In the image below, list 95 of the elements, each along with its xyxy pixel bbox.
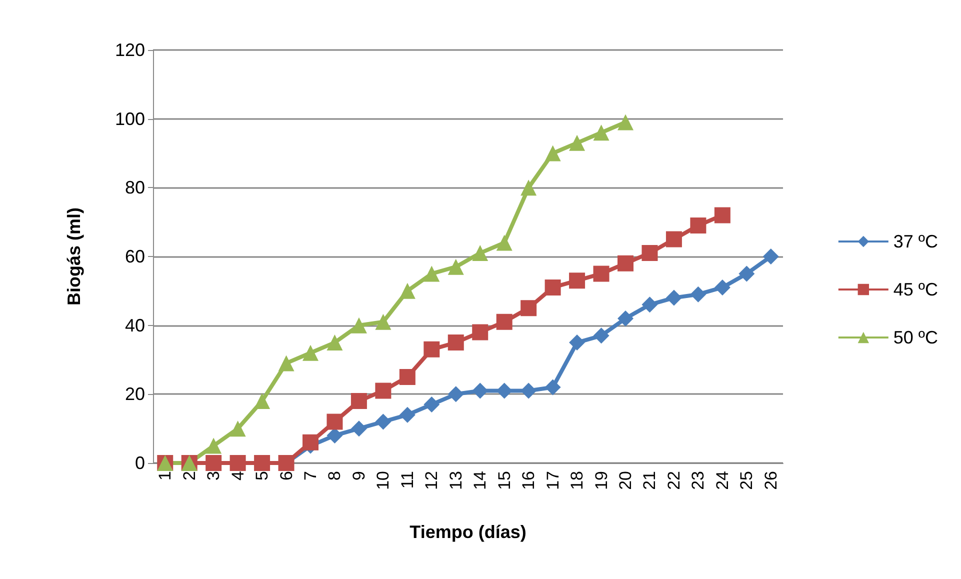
point bbox=[375, 414, 392, 430]
x-tick-label: 26 bbox=[761, 471, 780, 490]
y-tick-label: 100 bbox=[114, 108, 145, 129]
x-tick-label: 8 bbox=[325, 471, 344, 480]
point bbox=[399, 368, 416, 385]
x-tick-label: 3 bbox=[204, 471, 224, 480]
point bbox=[278, 355, 294, 372]
x-tick-label: 24 bbox=[712, 471, 732, 490]
x-tick-label: 20 bbox=[616, 471, 635, 490]
x-tick-label: 15 bbox=[494, 471, 514, 490]
point bbox=[666, 231, 682, 248]
y-axis-title: Biogás (ml) bbox=[64, 207, 84, 306]
legend-label: 45 ºC bbox=[893, 280, 938, 300]
x-axis-title: Tiempo (días) bbox=[410, 522, 526, 542]
point bbox=[618, 255, 634, 272]
x-tick-label: 10 bbox=[374, 471, 393, 490]
point bbox=[762, 248, 779, 264]
point bbox=[618, 114, 634, 130]
point bbox=[666, 290, 682, 306]
point bbox=[472, 324, 488, 340]
x-tick-label: 25 bbox=[737, 471, 756, 490]
x-tick-label: 13 bbox=[446, 471, 466, 490]
x-tick-label: 19 bbox=[592, 471, 611, 490]
point bbox=[448, 334, 464, 351]
point bbox=[569, 272, 586, 289]
point bbox=[375, 382, 392, 399]
point bbox=[472, 245, 488, 262]
y-tick-label: 60 bbox=[124, 246, 145, 266]
x-tick-label: 2 bbox=[180, 471, 199, 480]
point bbox=[618, 310, 634, 326]
point bbox=[206, 455, 222, 471]
x-tick-label: 22 bbox=[664, 471, 684, 490]
point bbox=[424, 266, 440, 282]
point bbox=[690, 286, 706, 302]
point bbox=[206, 438, 222, 454]
point bbox=[593, 124, 610, 141]
point bbox=[350, 420, 367, 437]
point bbox=[350, 393, 367, 410]
point bbox=[254, 393, 270, 410]
point bbox=[496, 382, 512, 399]
x-tick-label: 9 bbox=[349, 471, 368, 480]
point bbox=[569, 134, 586, 151]
point bbox=[569, 334, 586, 351]
point bbox=[326, 414, 343, 430]
legend-label: 37 ºC bbox=[893, 232, 938, 252]
x-tick-label: 21 bbox=[640, 471, 660, 490]
x-tick-label: 1 bbox=[156, 471, 175, 480]
point bbox=[593, 266, 610, 282]
point bbox=[520, 382, 537, 399]
x-tick-label: 17 bbox=[543, 471, 562, 490]
point bbox=[448, 386, 464, 402]
x-tick-label: 23 bbox=[688, 471, 708, 490]
point bbox=[326, 334, 343, 351]
y-tick-label: 120 bbox=[114, 40, 145, 60]
point bbox=[448, 258, 464, 275]
point bbox=[302, 344, 318, 361]
y-tick-label: 40 bbox=[124, 315, 145, 336]
point bbox=[714, 279, 730, 296]
y-tick-label: 80 bbox=[124, 178, 145, 198]
point bbox=[230, 455, 246, 471]
x-tick-label: 14 bbox=[470, 471, 490, 490]
y-tick-label: 0 bbox=[134, 453, 145, 473]
point bbox=[399, 282, 416, 299]
point bbox=[230, 420, 246, 437]
point bbox=[302, 434, 318, 450]
point bbox=[424, 341, 440, 358]
point bbox=[714, 207, 730, 224]
point bbox=[642, 296, 658, 313]
point bbox=[593, 328, 610, 344]
point bbox=[375, 314, 392, 330]
point bbox=[544, 145, 561, 162]
point bbox=[544, 279, 561, 296]
point bbox=[544, 379, 561, 396]
point bbox=[254, 455, 270, 471]
point bbox=[520, 300, 537, 316]
x-tick-label: 4 bbox=[228, 471, 248, 480]
point bbox=[520, 180, 537, 196]
point bbox=[424, 396, 440, 412]
x-tick-label: 11 bbox=[398, 471, 417, 489]
y-tick-label: 20 bbox=[124, 384, 145, 404]
point bbox=[350, 317, 367, 334]
x-tick-label: 16 bbox=[519, 471, 538, 490]
point bbox=[399, 406, 416, 423]
point bbox=[690, 218, 706, 234]
x-tick-label: 5 bbox=[252, 471, 272, 480]
x-tick-label: 12 bbox=[422, 471, 442, 490]
point bbox=[496, 314, 512, 330]
x-tick-label: 18 bbox=[568, 471, 587, 490]
point bbox=[496, 234, 512, 251]
x-tick-label: 6 bbox=[276, 471, 296, 480]
point bbox=[738, 266, 755, 282]
point bbox=[642, 245, 658, 262]
x-tick-label: 7 bbox=[301, 471, 320, 480]
legend-label: 50 ºC bbox=[893, 328, 938, 348]
point bbox=[472, 382, 488, 399]
